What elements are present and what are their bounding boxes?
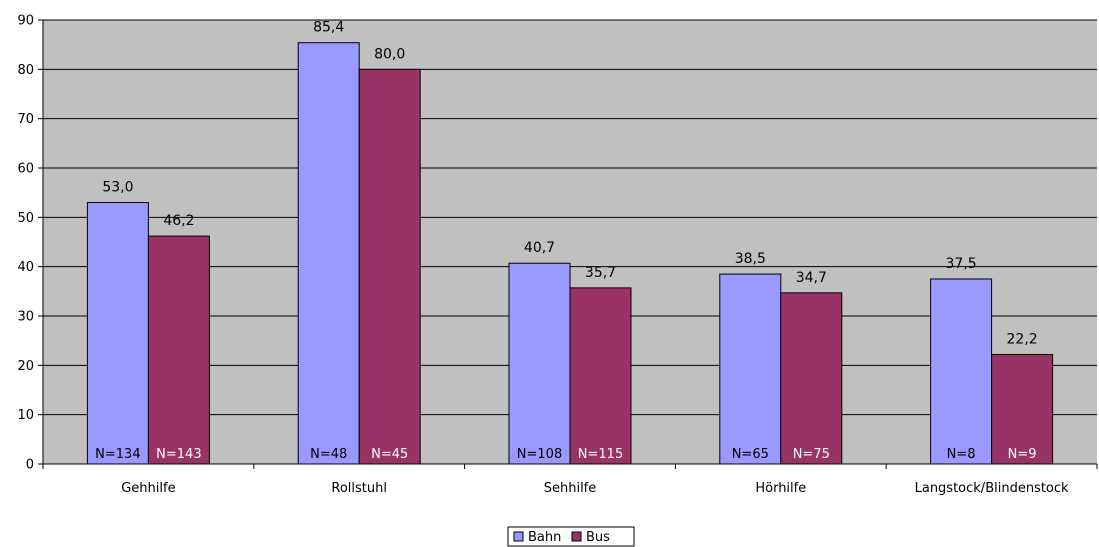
n-label: N=65 <box>732 447 769 462</box>
n-label: N=8 <box>947 447 976 462</box>
n-label: N=9 <box>1008 447 1037 462</box>
bars <box>86 42 1054 465</box>
legend-swatch-bus <box>571 531 582 542</box>
value-label: 22,2 <box>1007 331 1038 347</box>
y-tick-label: 30 <box>17 310 34 325</box>
legend-swatch-bahn <box>513 531 524 542</box>
y-tick-label: 40 <box>17 260 34 275</box>
x-category-label: Gehhilfe <box>121 481 175 496</box>
data-labels: 53,0 N=134 46,2 N=143 85,4 N=48 80,0 N=45 40,7 N=… <box>95 20 1038 462</box>
legend-box <box>507 526 635 547</box>
y-tick-label: 60 <box>17 162 34 177</box>
y-tick-label: 80 <box>17 63 34 78</box>
value-label: 37,5 <box>946 256 977 272</box>
n-label: N=48 <box>310 447 347 462</box>
bar-bahn <box>508 262 571 465</box>
y-tick-label: 10 <box>17 408 34 423</box>
y-tick-label: 20 <box>17 359 34 374</box>
n-label: N=134 <box>95 447 140 462</box>
y-tick-label: 90 <box>17 14 34 29</box>
bar-bahn <box>930 278 993 465</box>
n-label: N=45 <box>371 447 408 462</box>
bar-bus <box>358 68 421 465</box>
value-label: 85,4 <box>313 20 344 36</box>
n-label: N=143 <box>156 447 201 462</box>
bar-bus <box>147 235 210 465</box>
bar-bus <box>780 292 843 465</box>
value-label: 46,2 <box>163 213 194 229</box>
y-tick-label: 50 <box>17 211 34 226</box>
x-category-label: Rollstuhl <box>331 481 387 496</box>
bar-bus <box>991 353 1054 465</box>
y-tick-label: 0 <box>26 458 34 473</box>
bar-bahn <box>297 42 360 465</box>
legend-label: Bahn <box>528 530 561 545</box>
x-category-label: Langstock/Blindenstock <box>915 481 1069 496</box>
value-label: 35,7 <box>585 265 616 281</box>
n-label: N=75 <box>793 447 830 462</box>
bar-bahn <box>719 273 782 465</box>
n-label: N=115 <box>578 447 623 462</box>
y-tick-label: 70 <box>17 112 34 127</box>
legend: Bahn Bus <box>507 526 635 547</box>
value-label: 80,0 <box>374 46 405 62</box>
value-label: 40,7 <box>524 240 555 256</box>
x-category-label: Hörhilfe <box>755 481 806 496</box>
value-label: 53,0 <box>102 180 133 196</box>
bar-bus <box>569 287 632 465</box>
value-label: 34,7 <box>796 270 827 286</box>
axes: 0 10 20 30 40 50 60 70 80 90 Gehhilfe Rollstuhl Sehh… <box>17 14 1098 496</box>
x-category-label: Sehhilfe <box>544 481 597 496</box>
bar-bahn <box>86 202 149 465</box>
value-label: 38,5 <box>735 251 766 267</box>
legend-label: Bus <box>586 530 610 545</box>
n-label: N=108 <box>517 447 562 462</box>
